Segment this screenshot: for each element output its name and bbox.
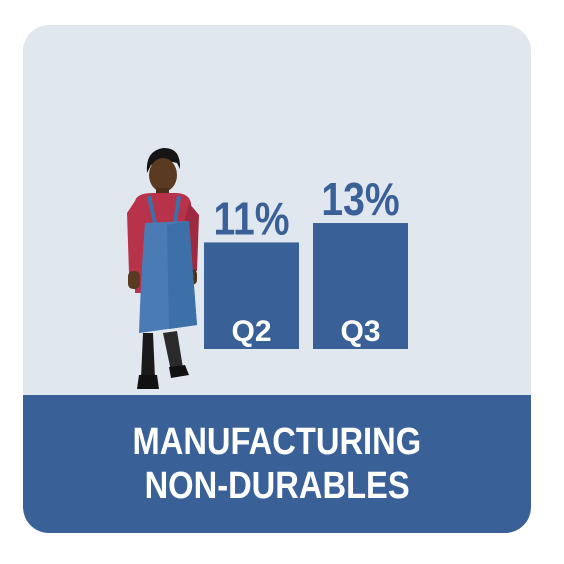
category-label-q2: Q2: [231, 315, 271, 348]
banner-title-line-1: MANUFACTURING: [132, 421, 422, 463]
value-label-q2: 11%: [213, 193, 289, 245]
worker-apron-icon: [127, 147, 199, 389]
banner-title-line-2: NON-DURABLES: [144, 465, 410, 507]
category-label-q3: Q3: [340, 315, 380, 348]
category-banner: MANUFACTURING NON-DURABLES: [23, 395, 531, 533]
bar-q3: [313, 223, 408, 349]
bar-q2: [204, 242, 299, 349]
value-label-q3: 13%: [321, 174, 399, 226]
infographic-card: 11% Q2 13% Q3 MANUFACTURING NON-DURABLES: [23, 25, 531, 533]
bar-chart: 11% Q2 13% Q3: [204, 174, 408, 349]
